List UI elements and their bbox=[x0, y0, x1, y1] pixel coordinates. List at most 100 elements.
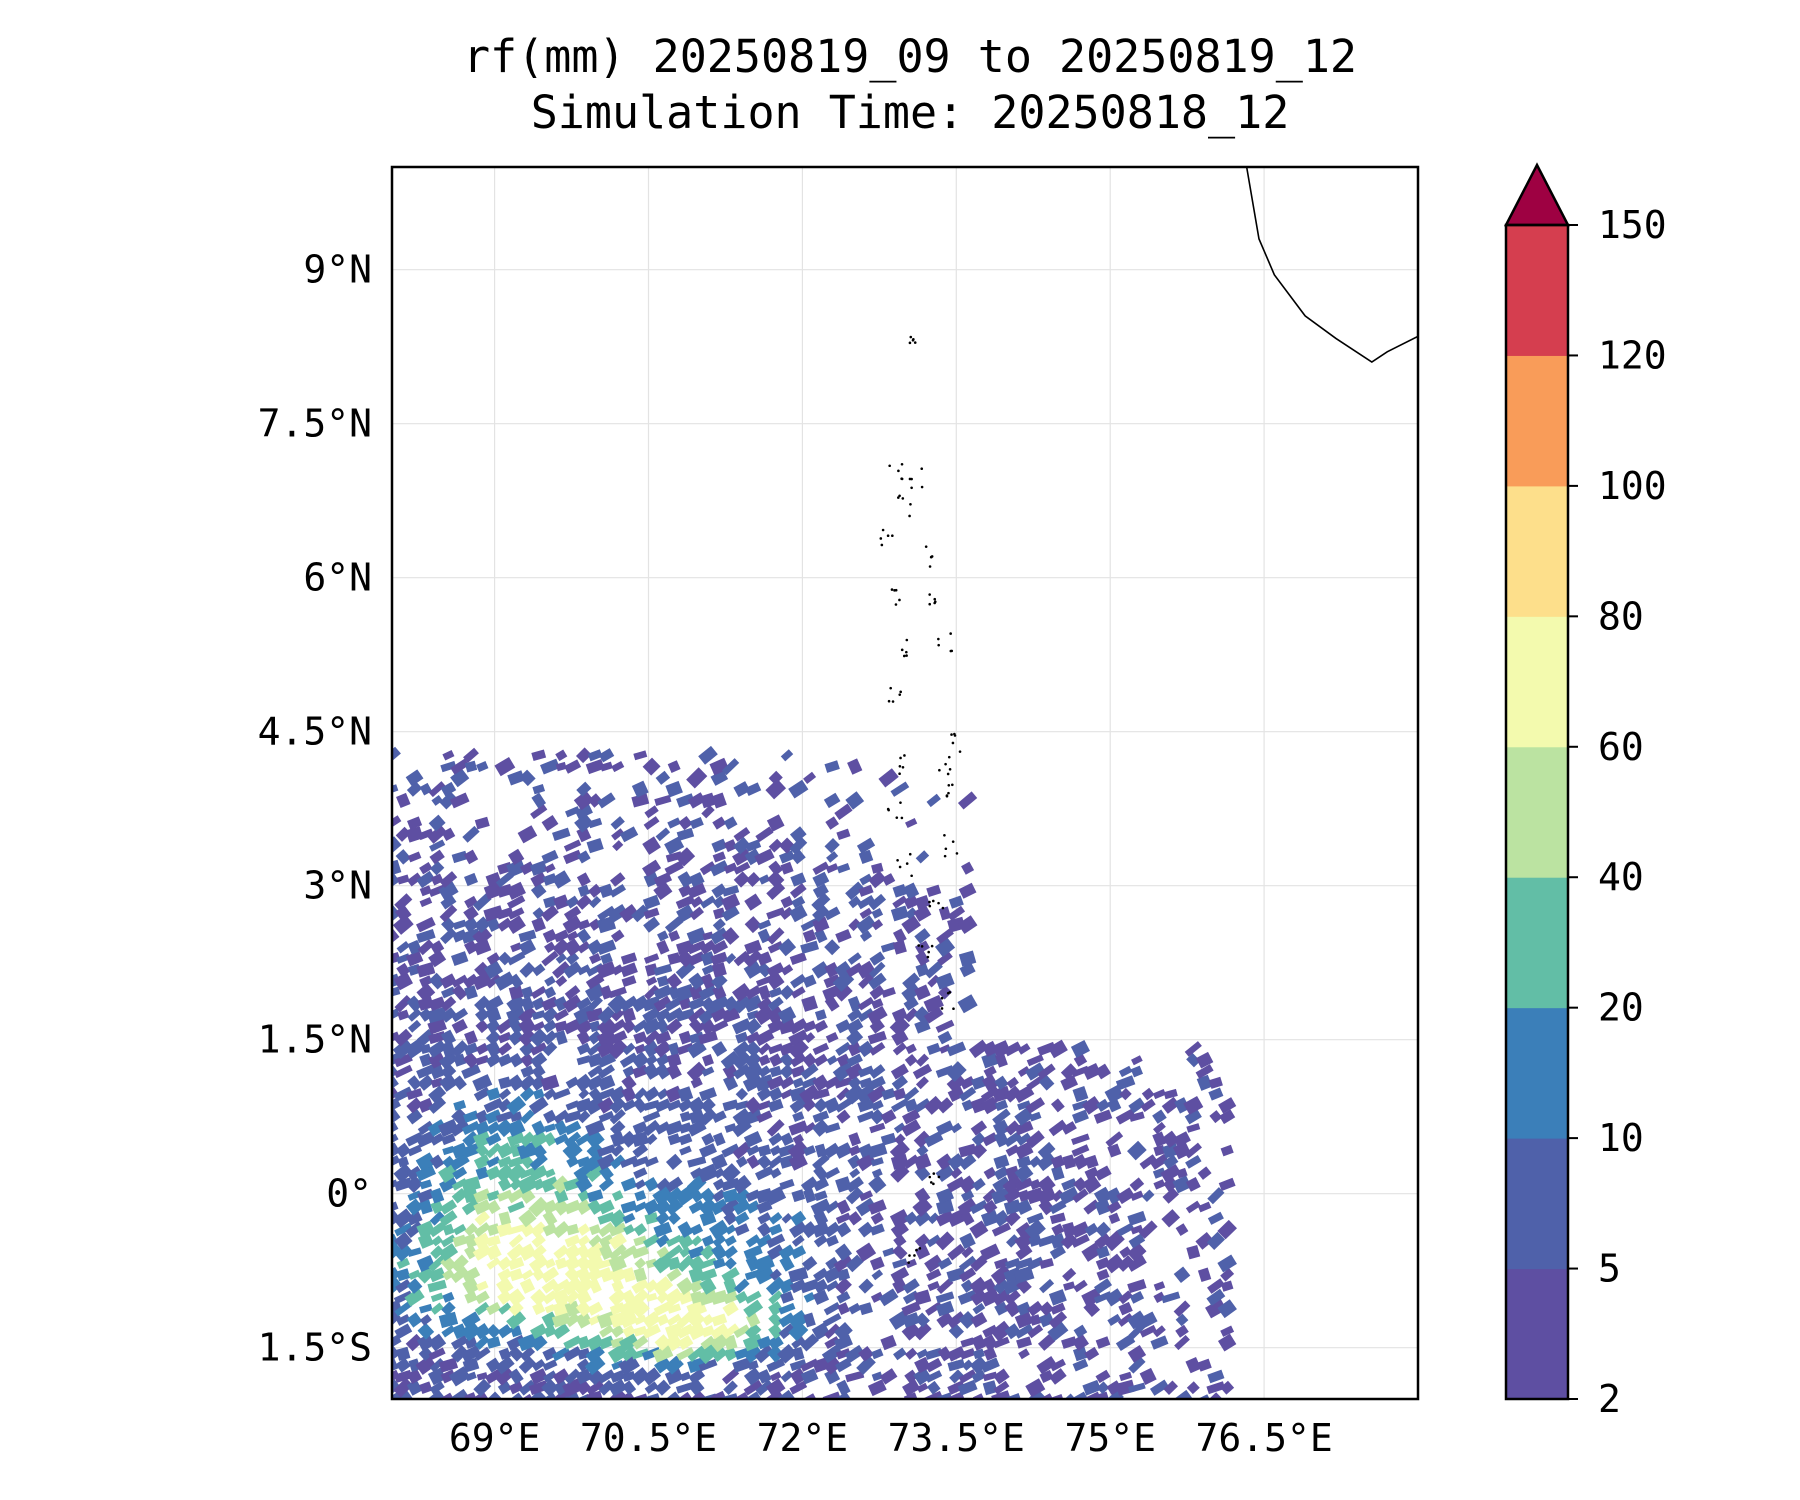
rain-cell bbox=[1195, 1051, 1214, 1069]
rain-cell bbox=[508, 1301, 524, 1317]
colorbar-frame bbox=[1504, 223, 1570, 1401]
rain-cell bbox=[562, 1378, 584, 1398]
rain-cell bbox=[544, 975, 556, 987]
atoll-dot bbox=[913, 1254, 916, 1257]
rain-cell bbox=[564, 1243, 582, 1261]
atoll-dot bbox=[949, 632, 952, 635]
rain-cell bbox=[531, 1358, 546, 1372]
rain-cell bbox=[451, 1108, 469, 1126]
rain-cell bbox=[599, 1324, 614, 1338]
atoll-dot bbox=[950, 733, 953, 736]
rain-cell bbox=[653, 984, 673, 1001]
rain-cell bbox=[510, 942, 523, 953]
atoll-dot bbox=[924, 545, 928, 548]
rain-cell bbox=[392, 973, 401, 989]
rain-cell bbox=[698, 1030, 718, 1045]
rain-cell bbox=[711, 1243, 728, 1261]
colorbar-segment bbox=[1506, 616, 1568, 748]
rain-cell bbox=[563, 839, 582, 852]
rain-cell bbox=[1004, 1323, 1021, 1340]
colorbar-tick-label: 100 bbox=[1598, 464, 1667, 508]
rain-cell bbox=[871, 1348, 884, 1360]
rain-cell bbox=[664, 1367, 684, 1385]
rain-cell bbox=[584, 1355, 606, 1376]
rain-cell bbox=[744, 939, 763, 955]
rain-cell bbox=[869, 1042, 886, 1056]
rain-cell bbox=[620, 962, 638, 978]
rain-cell bbox=[419, 1314, 432, 1326]
rain-cell bbox=[440, 927, 457, 945]
rain-cell bbox=[960, 1337, 975, 1348]
x-tick-label: 72°E bbox=[757, 1416, 849, 1460]
x-tick-label: 76.5°E bbox=[1195, 1416, 1332, 1460]
rain-cell bbox=[440, 1369, 457, 1384]
rain-cell bbox=[937, 951, 953, 966]
rain-cell bbox=[448, 1366, 471, 1387]
rain-cell bbox=[982, 1188, 998, 1203]
rain-cell bbox=[788, 1120, 809, 1136]
rain-cell bbox=[813, 1234, 828, 1248]
rain-cell bbox=[981, 1074, 999, 1092]
rain-cell bbox=[475, 1019, 490, 1034]
rain-cell bbox=[700, 1187, 716, 1204]
rain-cell bbox=[655, 1211, 670, 1226]
atoll-dot bbox=[947, 783, 951, 787]
rain-cell bbox=[789, 826, 807, 843]
rain-cell bbox=[472, 1074, 493, 1092]
rain-cell bbox=[825, 1280, 840, 1292]
atoll-dot bbox=[891, 700, 895, 703]
rain-cell bbox=[1039, 1301, 1054, 1316]
rain-cell bbox=[700, 1097, 716, 1114]
rain-cell bbox=[608, 1030, 628, 1045]
rain-cell bbox=[935, 1291, 955, 1304]
rain-cell bbox=[619, 826, 639, 843]
rain-cell bbox=[664, 996, 684, 1012]
rain-cell bbox=[1115, 1108, 1136, 1125]
rain-cell bbox=[665, 1176, 684, 1193]
rain-cell bbox=[734, 1278, 750, 1294]
rain-cell bbox=[587, 883, 603, 898]
rain-cell bbox=[710, 1019, 729, 1033]
rain-cell bbox=[869, 951, 886, 966]
atoll-dot bbox=[898, 693, 902, 696]
rain-cell bbox=[495, 1118, 515, 1138]
rain-cell bbox=[947, 1153, 966, 1171]
rain-cell bbox=[826, 1055, 838, 1066]
rain-cell bbox=[687, 1096, 706, 1115]
rain-cell bbox=[903, 894, 919, 910]
rain-cell bbox=[494, 971, 516, 991]
rain-cell bbox=[667, 1211, 681, 1225]
rain-cell bbox=[678, 1030, 693, 1045]
rain-cell bbox=[892, 939, 907, 955]
rain-cell bbox=[980, 1209, 1000, 1227]
rain-cell bbox=[498, 1347, 512, 1360]
rain-cell bbox=[993, 1154, 1010, 1170]
rain-cell bbox=[586, 1379, 605, 1396]
rain-cell bbox=[1029, 1178, 1042, 1190]
rain-cell bbox=[631, 1348, 650, 1360]
rain-cell bbox=[553, 1008, 569, 1022]
rain-cell bbox=[415, 1130, 436, 1148]
rain-cell bbox=[780, 749, 794, 762]
rain-cell bbox=[769, 1144, 782, 1157]
rain-cell bbox=[427, 1389, 447, 1399]
rain-cell bbox=[508, 985, 524, 1000]
rain-cell bbox=[416, 1029, 435, 1047]
atoll-dot bbox=[928, 904, 932, 908]
rain-cell bbox=[1185, 1177, 1201, 1192]
rain-cell bbox=[585, 1129, 605, 1149]
rain-cell bbox=[507, 1256, 525, 1271]
rain-cell bbox=[721, 1006, 741, 1024]
rain-cell bbox=[633, 1087, 648, 1101]
rain-cell bbox=[645, 1133, 658, 1145]
rain-cell bbox=[655, 1053, 670, 1067]
rain-cell bbox=[914, 984, 931, 1001]
rain-cell bbox=[1037, 1063, 1056, 1080]
rain-cell bbox=[585, 1119, 606, 1137]
rain-cell bbox=[1015, 1221, 1033, 1238]
rain-cell bbox=[654, 1063, 671, 1080]
rain-cell bbox=[418, 1199, 433, 1215]
rain-cell bbox=[936, 1097, 954, 1114]
rain-cell bbox=[889, 1209, 910, 1228]
rain-cell bbox=[957, 915, 978, 935]
